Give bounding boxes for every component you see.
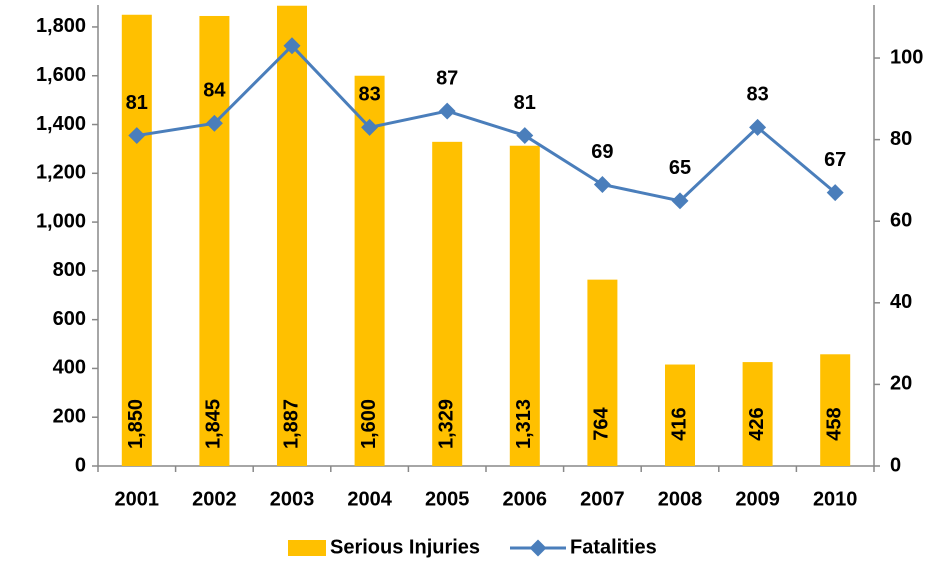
y-tick-label: 0 [75, 454, 86, 476]
marker [516, 127, 534, 145]
bar-label: 416 [668, 407, 690, 440]
y2-tick-label: 40 [890, 291, 912, 313]
bar [432, 141, 463, 467]
bar-label: 458 [823, 407, 845, 440]
bar [199, 15, 230, 466]
y2-tick-label: 80 [890, 128, 912, 150]
marker [826, 184, 844, 202]
legend-swatch [529, 539, 547, 557]
line-label: 81 [126, 92, 148, 114]
marker [128, 127, 146, 145]
y-tick-label: 1,600 [36, 64, 86, 86]
bar [509, 145, 540, 467]
x-tick-label: 2007 [580, 488, 625, 510]
bar-label: 764 [591, 406, 613, 440]
bar [121, 14, 152, 466]
bar-label: 426 [746, 407, 768, 440]
y-tick-label: 1,800 [36, 15, 86, 37]
line-label: 87 [436, 67, 458, 89]
bar [354, 75, 385, 467]
y2-tick-label: 100 [890, 46, 923, 68]
x-tick-label: 2001 [115, 488, 160, 510]
bar [820, 354, 851, 466]
legend-swatch [288, 540, 326, 556]
bar [587, 279, 618, 466]
line-label: 65 [669, 157, 691, 179]
y-tick-label: 200 [53, 405, 86, 427]
y-tick-label: 800 [53, 259, 86, 281]
x-tick-label: 2006 [503, 488, 548, 510]
line-label: 69 [591, 141, 613, 163]
legend-label: Fatalities [570, 536, 657, 558]
bar [277, 5, 307, 466]
bar-label: 1,850 [125, 399, 147, 449]
y-tick-label: 400 [53, 357, 86, 379]
marker [593, 176, 611, 193]
line-label: 83 [358, 84, 380, 106]
x-tick-label: 2002 [192, 488, 237, 510]
x-tick-label: 2004 [347, 488, 392, 510]
y2-tick-label: 20 [890, 373, 912, 395]
x-tick-label: 2008 [658, 488, 703, 510]
bar-label: 1,329 [435, 399, 457, 449]
marker [205, 114, 223, 132]
bar-label: 1,313 [513, 399, 535, 449]
y2-tick-label: 0 [890, 454, 901, 476]
line-label: 84 [203, 80, 226, 102]
line [136, 43, 837, 203]
bar [742, 362, 773, 466]
bar [665, 364, 695, 466]
y-tick-label: 600 [53, 308, 86, 330]
bar-label: 1,887 [280, 399, 302, 449]
line-label: 81 [514, 92, 536, 114]
line-label: 67 [824, 149, 846, 171]
x-tick-label: 2010 [813, 488, 858, 510]
marker [749, 118, 767, 136]
marker [438, 102, 456, 120]
x-tick-label: 2005 [425, 488, 470, 510]
y-tick-label: 1,400 [36, 113, 86, 135]
x-tick-label: 2009 [735, 488, 780, 510]
marker [671, 192, 689, 210]
legend-label: Serious Injuries [330, 536, 480, 558]
y2-tick-label: 60 [890, 210, 912, 232]
x-tick-label: 2003 [270, 488, 315, 510]
bar-label: 1,845 [203, 399, 225, 449]
y-tick-label: 1,200 [36, 162, 86, 184]
y-tick-label: 1,000 [36, 210, 86, 232]
bar-label: 1,600 [358, 399, 380, 449]
line-label: 83 [746, 84, 768, 106]
